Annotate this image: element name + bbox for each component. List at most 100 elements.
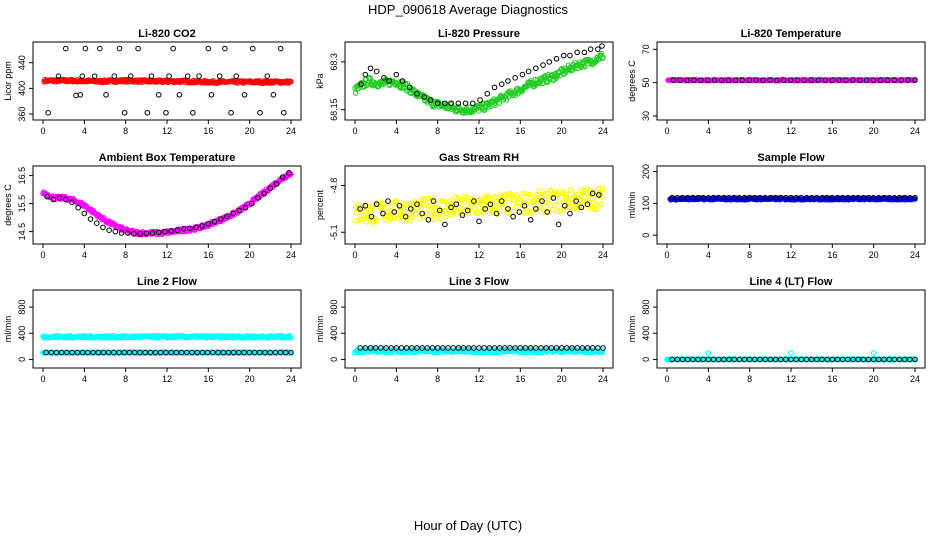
- data-point: [236, 349, 242, 356]
- data-point: [454, 204, 460, 210]
- y-tick-label: 800: [641, 300, 651, 315]
- data-point: [757, 356, 763, 363]
- series-averages: [44, 170, 292, 237]
- data-point: [907, 356, 913, 363]
- data-point: [824, 356, 830, 363]
- data-point: [684, 194, 691, 201]
- data-point: [788, 194, 794, 201]
- data-point: [45, 109, 51, 116]
- data-point: [850, 77, 856, 83]
- x-tick-label: 16: [515, 250, 525, 260]
- data-point: [178, 349, 185, 356]
- data-point: [386, 82, 392, 88]
- data-point: [767, 77, 773, 83]
- data-point: [168, 349, 174, 356]
- data-point: [496, 345, 503, 351]
- data-point: [62, 196, 69, 203]
- series-dense: [41, 76, 294, 86]
- data-point: [801, 77, 808, 83]
- data-point: [262, 349, 268, 356]
- data-point: [731, 194, 737, 201]
- y-tick-label: -4.8: [329, 178, 339, 194]
- x-tick-label: 24: [598, 250, 608, 260]
- data-point: [584, 201, 591, 208]
- data-point: [362, 71, 369, 78]
- data-point: [196, 73, 202, 79]
- data-point: [546, 59, 553, 65]
- data-point: [357, 206, 363, 212]
- data-point: [731, 356, 737, 363]
- data-point: [434, 100, 441, 107]
- data-point: [69, 199, 75, 205]
- data-point: [498, 198, 505, 204]
- x-tick-label: 16: [827, 374, 837, 384]
- series-dense: [40, 171, 294, 238]
- data-point: [434, 215, 440, 222]
- y-axis-label: Licor ppm: [3, 61, 13, 101]
- data-point: [476, 345, 482, 351]
- data-point: [445, 345, 451, 351]
- data-point: [732, 77, 739, 83]
- data-point: [553, 55, 560, 62]
- y-tick-label: 0: [329, 357, 339, 362]
- data-point: [679, 194, 686, 201]
- data-point: [715, 356, 722, 363]
- y-axis-label: ml/min: [627, 192, 637, 219]
- data-point: [574, 49, 580, 56]
- data-point: [855, 194, 861, 201]
- data-point: [695, 356, 701, 363]
- data-point: [721, 194, 727, 201]
- data-point: [505, 78, 511, 84]
- data-point: [367, 65, 374, 72]
- series-averages: [357, 190, 602, 228]
- data-point: [877, 77, 884, 83]
- data-point: [261, 191, 267, 197]
- data-point: [870, 350, 877, 356]
- data-point: [144, 109, 151, 116]
- x-tick-label: 24: [910, 250, 920, 260]
- data-point: [484, 90, 491, 97]
- y-tick-label: 400: [17, 326, 27, 341]
- data-point: [845, 194, 851, 201]
- data-point: [419, 210, 425, 217]
- data-point: [143, 230, 150, 237]
- data-point: [436, 210, 442, 216]
- data-point: [433, 210, 440, 217]
- data-point: [131, 231, 137, 237]
- data-point: [741, 194, 748, 201]
- data-point: [870, 194, 877, 201]
- data-point: [228, 109, 234, 116]
- data-point: [669, 194, 675, 201]
- data-point: [121, 349, 128, 356]
- x-tick-label: 16: [203, 126, 213, 136]
- chart-panel-5: Gas Stream RH percent -5.1 -4.8 0 4 8 12 16 20 24: [315, 152, 614, 260]
- panel-title: Gas Stream RH: [439, 152, 519, 164]
- data-point: [137, 349, 143, 356]
- data-point: [600, 347, 606, 353]
- x-tick-label: 8: [435, 126, 440, 136]
- data-point: [56, 195, 63, 201]
- data-point: [746, 77, 752, 83]
- data-point: [898, 77, 904, 83]
- data-point: [62, 45, 69, 52]
- data-point: [762, 356, 768, 363]
- y-axis-label: kPa: [315, 73, 325, 89]
- data-point: [264, 73, 271, 79]
- data-point: [481, 345, 487, 351]
- data-point: [288, 78, 294, 85]
- data-point: [589, 345, 596, 351]
- data-point: [257, 109, 263, 116]
- data-point: [118, 230, 125, 236]
- x-tick-label: 4: [706, 126, 711, 136]
- data-point: [176, 92, 183, 98]
- data-point: [465, 345, 472, 351]
- data-point: [587, 46, 594, 52]
- data-point: [746, 194, 753, 201]
- x-tick-label: 12: [162, 126, 172, 136]
- data-point: [819, 194, 825, 201]
- data-point: [808, 77, 815, 83]
- data-point: [896, 356, 903, 363]
- data-point: [398, 345, 405, 351]
- data-point: [860, 194, 867, 201]
- data-point: [905, 77, 911, 83]
